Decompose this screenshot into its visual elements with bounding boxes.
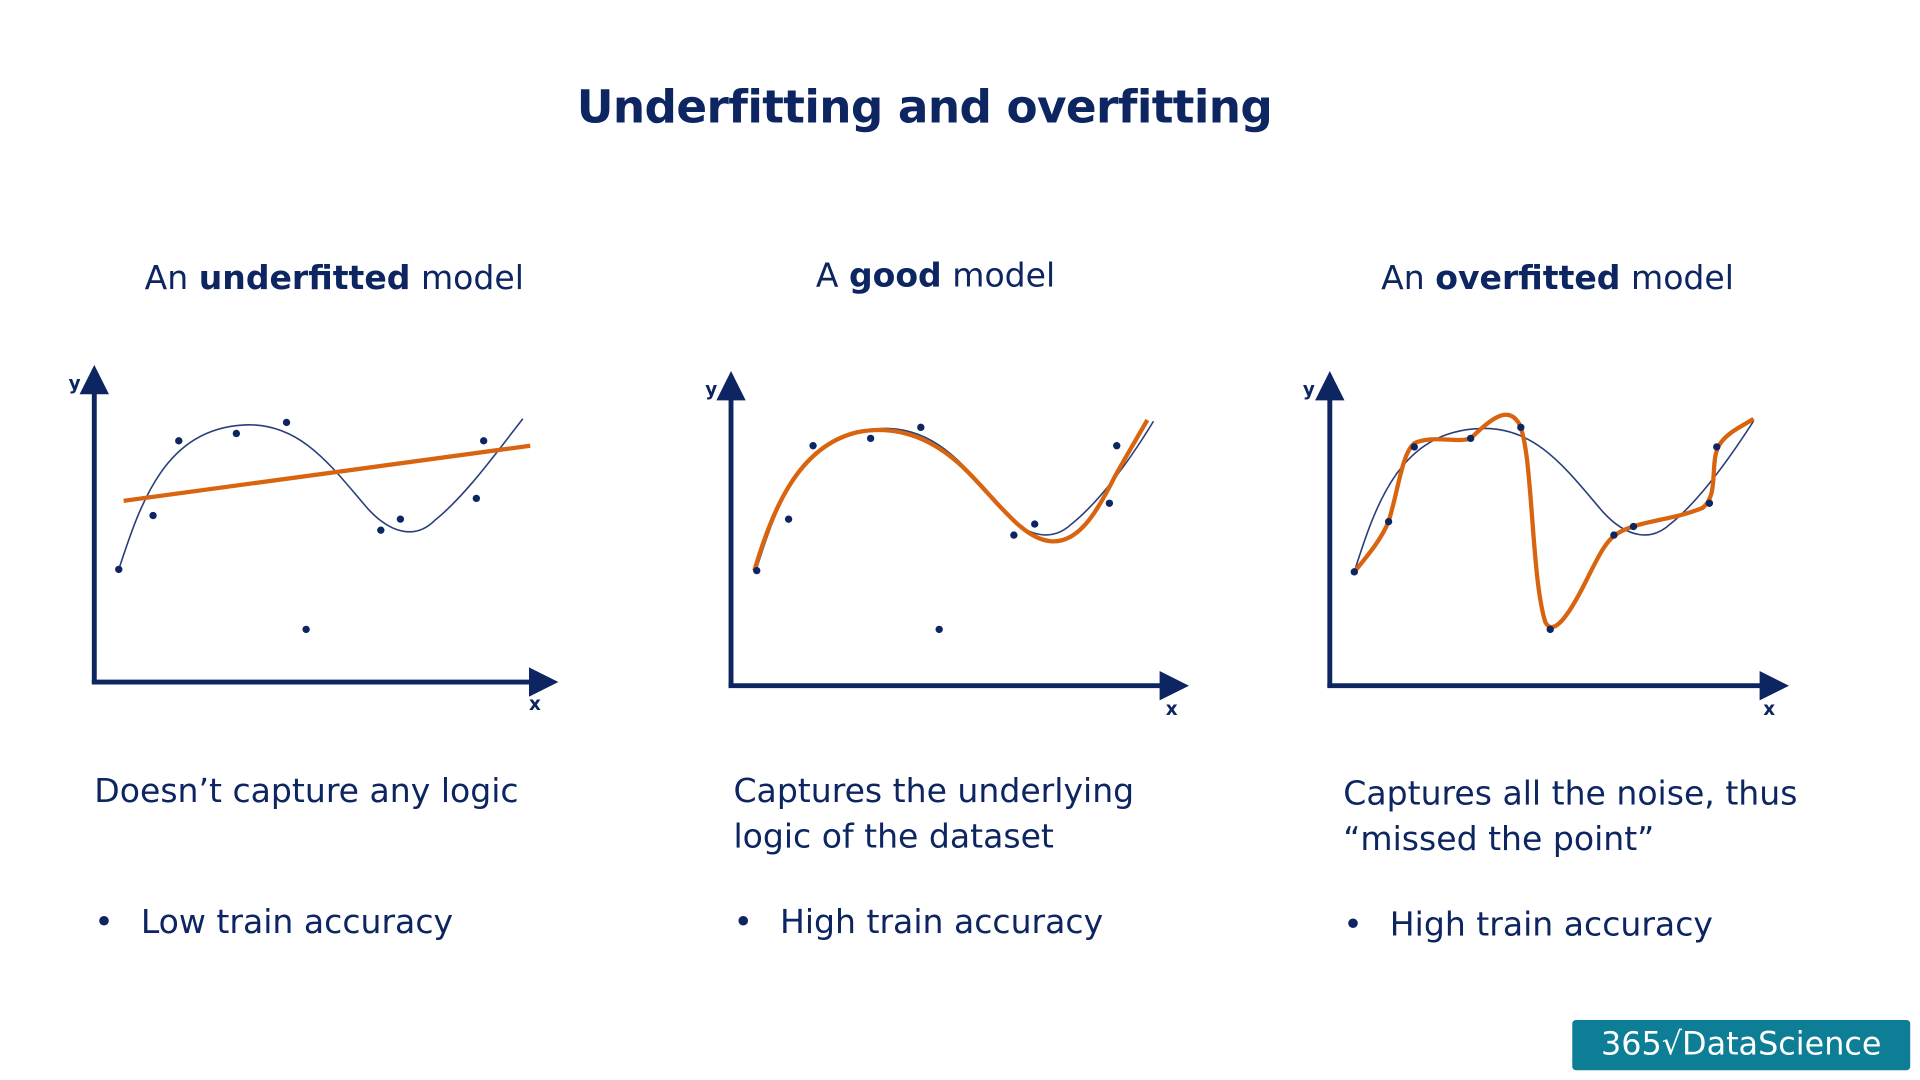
bullet-text: High train accuracy (1389, 906, 1713, 945)
data-point (480, 437, 488, 445)
data-point (115, 565, 123, 574)
description-line: logic of the dataset (733, 817, 1054, 856)
overfitted-plot: y x (1303, 371, 1789, 720)
data-point (1610, 531, 1618, 539)
slide-title: Underfitting and overfitting (576, 80, 1273, 134)
data-point (784, 515, 793, 523)
data-points (1350, 423, 1721, 634)
data-point (1517, 423, 1525, 432)
data-points (115, 418, 488, 634)
good-bullet: • High train accuracy (733, 904, 1103, 942)
description-line: Captures all the noise, thus (1343, 775, 1798, 814)
bullet-text: High train accuracy (780, 903, 1104, 942)
data-point (1705, 499, 1714, 507)
data-point (302, 625, 310, 634)
x-axis-label: x (1763, 699, 1775, 720)
heading-bold: good (848, 257, 942, 296)
data-point (1410, 443, 1418, 451)
data-point (1105, 499, 1114, 507)
data-point (1010, 531, 1018, 539)
data-point (866, 434, 875, 443)
overfitted-bullet: • High train accuracy (1343, 906, 1713, 944)
data-points (753, 423, 1121, 634)
x-axis-label: x (1166, 699, 1178, 720)
true-function-curve (118, 418, 524, 570)
data-point (1384, 517, 1393, 526)
y-axis-label: y (69, 373, 81, 394)
underfitted-plot: y x (69, 364, 559, 715)
panel-good-heading: A good model (629, 257, 1241, 295)
data-point (377, 526, 385, 534)
bullet-icon: • (94, 903, 114, 942)
bullet-icon: • (1343, 906, 1363, 945)
brand-logo: 365√DataScience (1572, 1020, 1911, 1071)
bullet-text: Low train accuracy (140, 903, 454, 942)
heading-suffix: model (1620, 259, 1734, 298)
heading-bold: overfitted (1435, 259, 1621, 298)
data-point (1713, 443, 1721, 451)
data-point (175, 437, 183, 445)
heading-prefix: An (1381, 259, 1436, 298)
model-fit-curve (752, 418, 1150, 572)
heading-prefix: An (144, 259, 199, 298)
panel-underfitted-heading: An underfitted model (28, 260, 640, 298)
heading-suffix: model (410, 259, 524, 298)
data-point (1546, 625, 1554, 634)
x-axis-label: x (529, 694, 541, 715)
data-point (149, 511, 157, 520)
data-point (1629, 522, 1638, 531)
data-point (935, 625, 943, 634)
data-point (472, 494, 481, 503)
overfitted-description: Captures all the noise, thus “missed the … (1343, 771, 1882, 862)
data-point (232, 429, 241, 438)
data-point (1031, 520, 1039, 528)
data-point (1350, 568, 1358, 576)
data-point (396, 515, 405, 523)
data-point (753, 566, 761, 575)
y-axis-label: y (705, 380, 717, 401)
good-description: Captures the underlying logic of the data… (733, 769, 1247, 860)
good-plot: y x (705, 371, 1189, 720)
panel-overfitted-heading: An overfitted model (1251, 260, 1863, 298)
description-line: “missed the point” (1343, 820, 1655, 859)
y-axis-label: y (1303, 380, 1315, 401)
data-point (809, 442, 817, 450)
heading-suffix: model (941, 257, 1056, 296)
underfitted-description: Doesn’t capture any logic (94, 772, 519, 811)
bullet-icon: • (733, 903, 753, 942)
data-point (1113, 442, 1121, 450)
heading-prefix: A (815, 257, 849, 296)
description-line: Captures the underlying (733, 772, 1135, 811)
heading-bold: underfitted (198, 259, 411, 298)
model-fit-line (123, 443, 531, 503)
data-point (282, 418, 291, 427)
underfitted-bullet: • Low train accuracy (94, 904, 453, 942)
data-point (917, 423, 925, 432)
data-point (1466, 434, 1475, 443)
